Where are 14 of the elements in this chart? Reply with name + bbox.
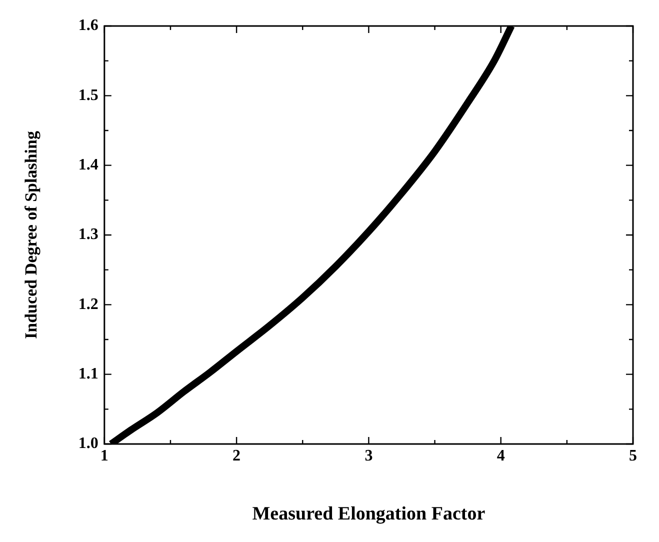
y-tick-label: 1.2: [78, 296, 98, 313]
text: 1.0: [78, 435, 98, 452]
y-tick-label: 1.6: [78, 17, 98, 34]
x-tick-label: 2: [232, 448, 241, 465]
x-axis-title: Measured Elongation Factor: [252, 504, 486, 525]
x-tick-label: 4: [496, 448, 505, 465]
y-tick-label: 1.4: [78, 156, 98, 174]
y-axis-title: Induced Degree of Splashing: [22, 130, 41, 339]
y-tick-label: 1.3: [78, 226, 98, 244]
x-tick-label: 1: [100, 448, 108, 465]
y-tick-label: 1.1: [78, 365, 98, 382]
x-tick-label: 3: [364, 448, 373, 465]
x-tick-label: 5: [629, 448, 637, 465]
y-tick-label: 1.5: [78, 86, 98, 104]
